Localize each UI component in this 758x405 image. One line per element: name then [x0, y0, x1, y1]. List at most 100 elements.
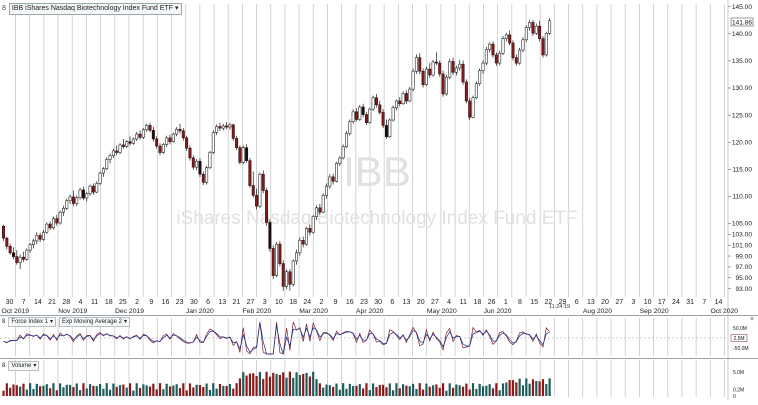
close-icon[interactable]: × [750, 316, 755, 323]
volume-bar [348, 383, 351, 396]
x-month-label: Nov 2019 [58, 308, 87, 315]
volume-bar [362, 388, 365, 396]
candle-body [318, 207, 322, 213]
volume-bar [158, 383, 162, 396]
candle-body [335, 163, 338, 182]
candle-body [448, 61, 452, 78]
volume-bar [308, 376, 311, 396]
volume-bar [485, 385, 488, 396]
candle [494, 52, 498, 66]
candle [105, 157, 109, 171]
candle-body [91, 185, 95, 193]
volume-bar [285, 377, 288, 396]
force-index-pane: 50.0M0-50.0M2.5M [0, 321, 749, 355]
volume-bar [508, 380, 511, 396]
volume-bar [282, 372, 285, 396]
candle [35, 232, 39, 245]
volume-bar [495, 383, 498, 396]
candle [454, 65, 458, 76]
candle [538, 20, 542, 42]
candle-body [175, 128, 179, 135]
candle-body [155, 138, 159, 147]
candle [528, 19, 532, 31]
volume-tick-label: 0 [733, 394, 736, 400]
candle-body [148, 125, 152, 131]
chevron-down-icon[interactable]: ▾ [175, 4, 179, 12]
candle-body [388, 119, 392, 138]
candle-body [95, 183, 99, 193]
pane-number: 8 [2, 319, 6, 325]
candle-body [135, 133, 139, 140]
chevron-down-icon[interactable]: ▾ [50, 319, 54, 325]
candle-body [35, 235, 39, 242]
candle [118, 143, 122, 155]
force-index-selector[interactable]: Force Index 1 ▾ [8, 317, 57, 327]
volume-label: Volume [11, 363, 32, 369]
chevron-down-icon[interactable]: ▾ [123, 319, 127, 325]
candle [188, 145, 192, 161]
volume-bar [368, 390, 371, 396]
candle [12, 247, 15, 260]
candle [371, 95, 375, 111]
candle [521, 37, 525, 53]
candle-body [15, 256, 19, 263]
candle [108, 153, 112, 164]
candle-body [228, 124, 232, 128]
force-index-label: Force Index 1 [11, 319, 49, 325]
candle [418, 53, 422, 74]
volume-bar [268, 376, 271, 396]
x-day-label: 16 [162, 299, 170, 306]
candle [361, 103, 365, 118]
candle-body [458, 63, 462, 69]
price-axis[interactable]: 145.00 140.00 135.00 130.00 125.00 120.00 115.… [728, 4, 752, 293]
candle-body [158, 145, 162, 153]
date-axis[interactable]: 30 7 14 21 28 4 11 18 25 2 9 16 23 30 6 13 21 27 3 10 18 24 2 9… [2, 299, 739, 315]
candle-body [258, 173, 262, 207]
volume-bar [19, 386, 22, 396]
volume-bar [325, 384, 328, 396]
volume-bar [461, 386, 465, 396]
volume-bar [132, 390, 135, 396]
x-day-label: 25 [119, 299, 127, 306]
candle-body [205, 167, 209, 183]
candle-body [488, 43, 492, 50]
volume-bar [205, 383, 208, 396]
candle-body [75, 197, 79, 204]
candlestick-series [2, 18, 552, 291]
candle [511, 40, 515, 61]
volume-bar [498, 390, 501, 396]
chevron-down-icon[interactable]: ▾ [33, 363, 37, 369]
candle-body [404, 93, 408, 102]
y-tick-label: 125.00 [732, 112, 753, 119]
force-index-header: 8 Force Index 1 ▾ Exp Moving Average 2 ▾ [2, 317, 130, 327]
x-day-label: 15 [530, 299, 538, 306]
volume-bar [108, 389, 112, 396]
volume-selector[interactable]: Volume ▾ [8, 361, 40, 371]
candle [381, 109, 385, 129]
volume-bar [345, 388, 348, 396]
candle-body [208, 152, 212, 168]
candle-body [434, 61, 438, 64]
volume-bar [288, 371, 291, 396]
x-day-label: 13 [587, 299, 595, 306]
symbol-header: 8 IBB iShares Nasdaq Biotechnology Index… [2, 2, 182, 15]
candle [231, 123, 235, 141]
candle [5, 236, 9, 250]
candle [28, 243, 32, 253]
time-marker: 11:24:19 [549, 304, 570, 310]
x-day-label: 20 [417, 299, 425, 306]
symbol-selector[interactable]: IBB iShares Nasdaq Biotechnology Index F… [8, 2, 182, 15]
volume-bar [292, 377, 295, 396]
candle [58, 210, 62, 225]
candle-body [245, 147, 249, 161]
x-day-label: 17 [658, 299, 666, 306]
volume-bar [445, 390, 448, 396]
candle-body [281, 263, 285, 287]
candle [305, 226, 309, 246]
ema-selector[interactable]: Exp Moving Average 2 ▾ [59, 317, 130, 327]
volume-bar [75, 383, 78, 396]
volume-bar [451, 387, 455, 396]
candle [541, 35, 545, 58]
candle [248, 157, 252, 188]
